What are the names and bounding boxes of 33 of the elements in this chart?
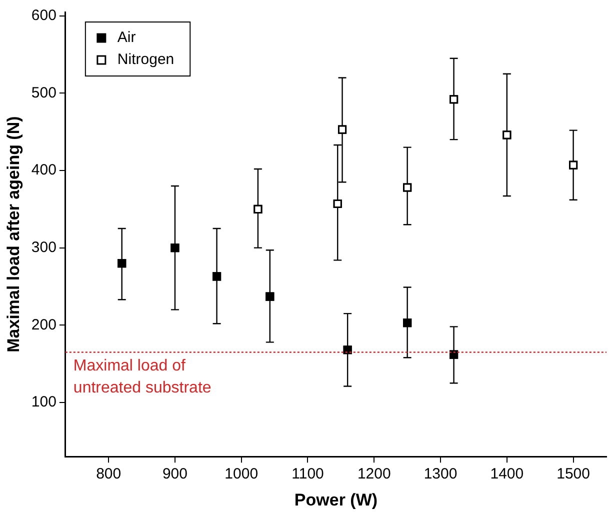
y-tick-label: 600 <box>31 7 56 24</box>
point <box>403 183 412 192</box>
x-tick-label: 1200 <box>357 466 391 483</box>
y-tick-label: 200 <box>31 316 56 334</box>
point <box>343 346 352 354</box>
point <box>569 160 578 170</box>
point <box>338 125 347 134</box>
y-tick-label: 100 <box>31 394 56 411</box>
x-tick-label: 1100 <box>292 466 324 483</box>
x-tick-label: 1000 <box>224 466 258 483</box>
point <box>403 318 412 328</box>
x-tick-label: 1400 <box>490 466 524 483</box>
x-tick-label: 900 <box>162 466 188 483</box>
x-tick-label: 1500 <box>556 466 590 483</box>
legend-label: Air <box>117 29 136 46</box>
x-tick-label: 800 <box>96 466 122 483</box>
point <box>212 272 222 281</box>
y-tick-label: 500 <box>31 84 56 102</box>
legend-label: Nitrogen <box>117 51 174 68</box>
y-axis-title: Maximal load after ageing (N) <box>4 116 23 352</box>
x-axis-title: Power (W) <box>294 490 378 510</box>
point <box>254 204 262 214</box>
point <box>450 95 458 104</box>
point <box>118 259 126 268</box>
x-tick-label: 1300 <box>424 466 458 483</box>
ref-line-label: Maximal load of untreated substrate <box>73 358 212 397</box>
point <box>333 199 342 208</box>
point <box>502 130 512 140</box>
y-tick-label: 400 <box>31 162 56 179</box>
point <box>266 292 274 301</box>
point <box>450 350 458 359</box>
point <box>170 244 180 252</box>
y-tick-label: 300 <box>31 238 56 256</box>
